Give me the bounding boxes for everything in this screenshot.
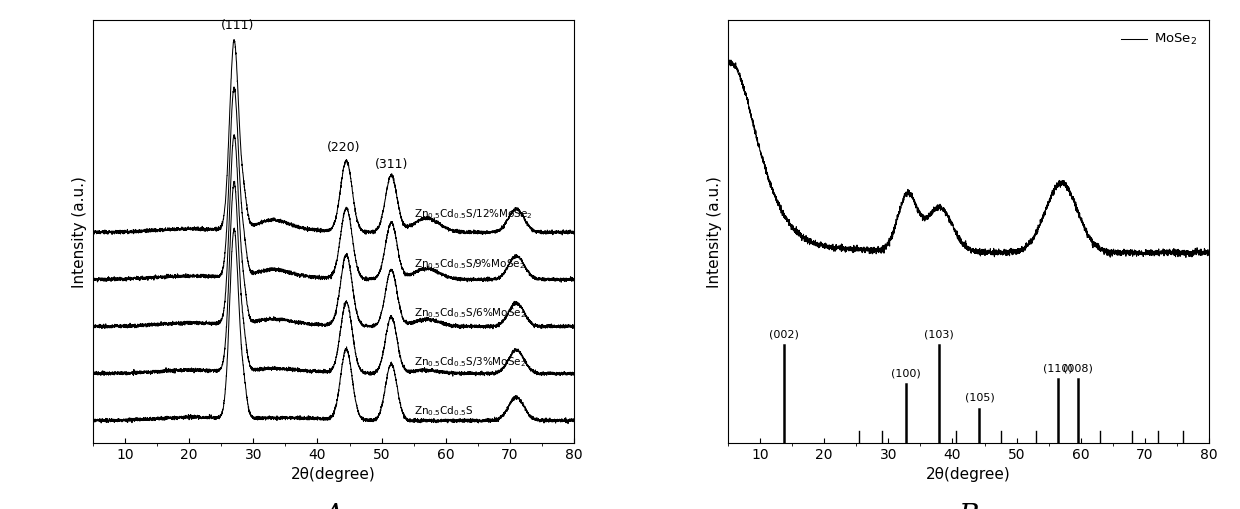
Text: Zn$_{0.5}$Cd$_{0.5}$S/9%MoSe$_2$: Zn$_{0.5}$Cd$_{0.5}$S/9%MoSe$_2$ <box>414 257 525 271</box>
MoSe$_2$ <box>1202 250 1216 257</box>
Text: (311): (311) <box>374 158 408 172</box>
Text: (105): (105) <box>965 393 994 403</box>
Y-axis label: Intensity (a.u.): Intensity (a.u.) <box>72 176 88 288</box>
Text: Zn$_{0.5}$Cd$_{0.5}$S/3%MoSe$_2$: Zn$_{0.5}$Cd$_{0.5}$S/3%MoSe$_2$ <box>414 355 526 369</box>
Text: (002): (002) <box>769 329 799 340</box>
Text: (008): (008) <box>1063 363 1092 374</box>
Line: MoSe$_2$: MoSe$_2$ <box>728 60 1209 258</box>
Text: A: A <box>324 503 343 509</box>
MoSe$_2$ <box>1178 254 1193 261</box>
Text: B: B <box>959 503 978 509</box>
MoSe$_2$ <box>720 60 735 66</box>
Text: (111): (111) <box>221 19 254 32</box>
Text: (103): (103) <box>924 329 954 340</box>
Text: Zn$_{0.5}$Cd$_{0.5}$S: Zn$_{0.5}$Cd$_{0.5}$S <box>414 404 474 418</box>
Text: (100): (100) <box>892 369 921 379</box>
MoSe$_2$ <box>949 230 963 236</box>
Legend: MoSe$_2$: MoSe$_2$ <box>1116 27 1203 52</box>
MoSe$_2$ <box>723 57 738 63</box>
Text: Zn$_{0.5}$Cd$_{0.5}$S/12%MoSe$_2$: Zn$_{0.5}$Cd$_{0.5}$S/12%MoSe$_2$ <box>414 208 532 221</box>
Text: (220): (220) <box>326 142 360 154</box>
Text: (110): (110) <box>1043 363 1073 374</box>
X-axis label: 2θ(degree): 2θ(degree) <box>926 467 1011 482</box>
MoSe$_2$ <box>923 212 937 218</box>
Y-axis label: Intensity (a.u.): Intensity (a.u.) <box>707 176 723 288</box>
X-axis label: 2θ(degree): 2θ(degree) <box>291 467 376 482</box>
MoSe$_2$ <box>1163 249 1178 255</box>
MoSe$_2$ <box>926 207 941 213</box>
MoSe$_2$ <box>1070 206 1085 212</box>
MoSe$_2$ <box>1187 248 1202 254</box>
Text: Zn$_{0.5}$Cd$_{0.5}$S/6%MoSe$_2$: Zn$_{0.5}$Cd$_{0.5}$S/6%MoSe$_2$ <box>414 306 526 320</box>
